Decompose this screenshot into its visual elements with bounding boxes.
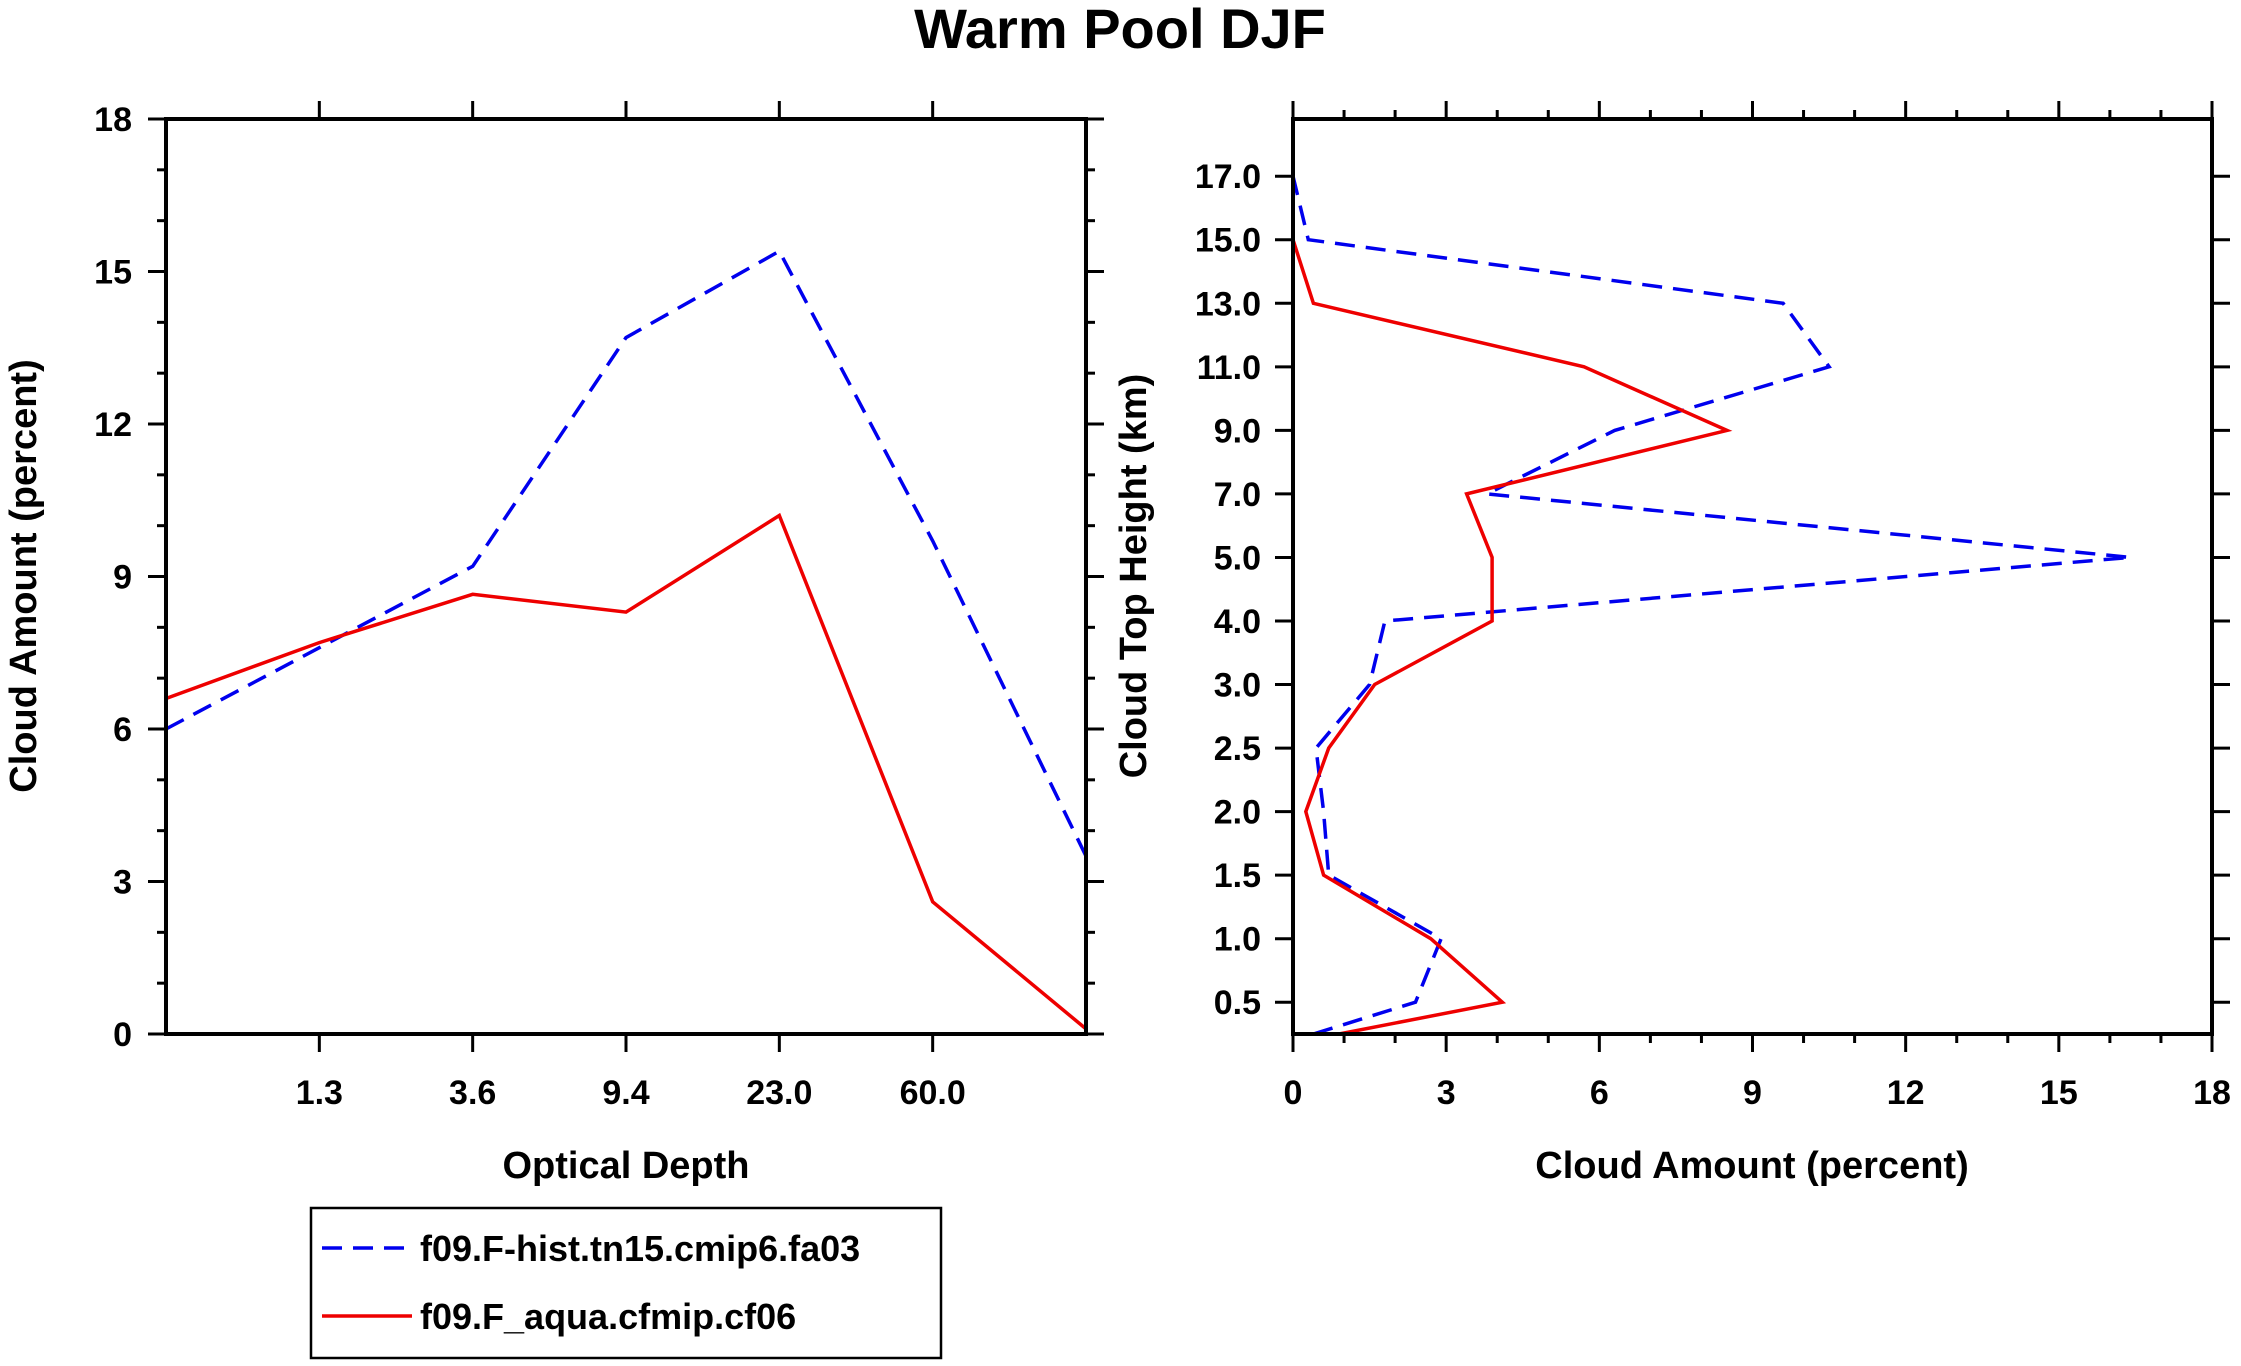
right-y-tick-label: 15.0 bbox=[1195, 222, 1261, 260]
right-x-tick-label: 18 bbox=[2193, 1074, 2231, 1112]
legend-box bbox=[309, 1206, 943, 1360]
left-x-tick-label: 1.3 bbox=[296, 1074, 343, 1112]
right-x-tick-label: 12 bbox=[1887, 1074, 1925, 1112]
right-y-tick-label: 4.0 bbox=[1214, 603, 1261, 641]
left-y-tick-label: 0 bbox=[113, 1016, 132, 1054]
left-y-tick-label: 6 bbox=[113, 711, 132, 749]
left-x-tick-label: 3.6 bbox=[449, 1074, 496, 1112]
right-x-tick-label: 0 bbox=[1284, 1074, 1303, 1112]
left-y-axis-label: Cloud Amount (percent) bbox=[3, 359, 45, 792]
right-y-tick-label: 13.0 bbox=[1195, 285, 1261, 323]
left-y-tick-label: 12 bbox=[94, 406, 132, 444]
right-y-tick-label: 1.0 bbox=[1214, 921, 1261, 959]
left-y-tick-label: 9 bbox=[113, 559, 132, 597]
right-y-axis-label: Cloud Top Height (km) bbox=[1113, 374, 1155, 779]
left-panel: 0 3 6 9 12 15 18 1.3 3.6 9.4 23.0 60.0 Optical Dept… bbox=[3, 101, 1104, 1187]
right-series-line-cmip6 bbox=[1291, 119, 2131, 1036]
left-x-tick-label: 23.0 bbox=[746, 1074, 812, 1112]
right-series-line-aqua bbox=[1291, 176, 1733, 1036]
left-y-tick-label: 15 bbox=[94, 254, 132, 292]
legend-label-cmip6: f09.F-hist.tn15.cmip6.fa03 bbox=[420, 1228, 860, 1269]
right-y-tick-label: 2.0 bbox=[1214, 794, 1261, 832]
right-y-tick-label: 3.0 bbox=[1214, 667, 1261, 705]
right-x-tick-label: 15 bbox=[2040, 1074, 2078, 1112]
right-y-tick-label: 5.0 bbox=[1214, 539, 1261, 577]
legend-label-aqua: f09.F_aqua.cfmip.cf06 bbox=[420, 1296, 796, 1337]
right-y-tick-label: 9.0 bbox=[1214, 412, 1261, 450]
right-x-tick-label: 3 bbox=[1437, 1074, 1456, 1112]
left-series-line-cmip6 bbox=[165, 248, 1088, 857]
left-x-tick-label: 60.0 bbox=[900, 1074, 966, 1112]
chart-title: Warm Pool DJF bbox=[914, 0, 1326, 60]
right-y-tick-label: 2.5 bbox=[1214, 730, 1261, 768]
left-plot-frame bbox=[164, 117, 1088, 1036]
right-y-tick-label: 0.5 bbox=[1214, 984, 1261, 1022]
right-x-axis-label: Cloud Amount (percent) bbox=[1535, 1145, 1968, 1187]
right-y-tick-label: 11.0 bbox=[1197, 349, 1261, 387]
right-panel: 0 3 6 9 12 15 18 0.5 1.0 1.5 2.0 2.5 3.0 4.0 5.0 7.0 9.0… bbox=[1113, 101, 2231, 1187]
right-plot-frame bbox=[1291, 117, 2214, 1036]
left-series-line-aqua bbox=[165, 512, 1088, 1031]
right-x-tick-label: 6 bbox=[1590, 1074, 1609, 1112]
right-y-tick-label: 7.0 bbox=[1214, 476, 1261, 514]
left-y-tick-label: 18 bbox=[94, 101, 132, 139]
left-x-tick-label: 9.4 bbox=[602, 1074, 649, 1112]
left-y-tick-label: 3 bbox=[113, 864, 132, 902]
legend: f09.F-hist.tn15.cmip6.fa03 f09.F_aqua.cf… bbox=[309, 1206, 943, 1360]
right-y-tick-label: 1.5 bbox=[1214, 857, 1261, 895]
right-y-tick-label: 17.0 bbox=[1195, 158, 1261, 196]
right-x-tick-label: 9 bbox=[1743, 1074, 1762, 1112]
left-x-axis-label: Optical Depth bbox=[502, 1145, 749, 1187]
